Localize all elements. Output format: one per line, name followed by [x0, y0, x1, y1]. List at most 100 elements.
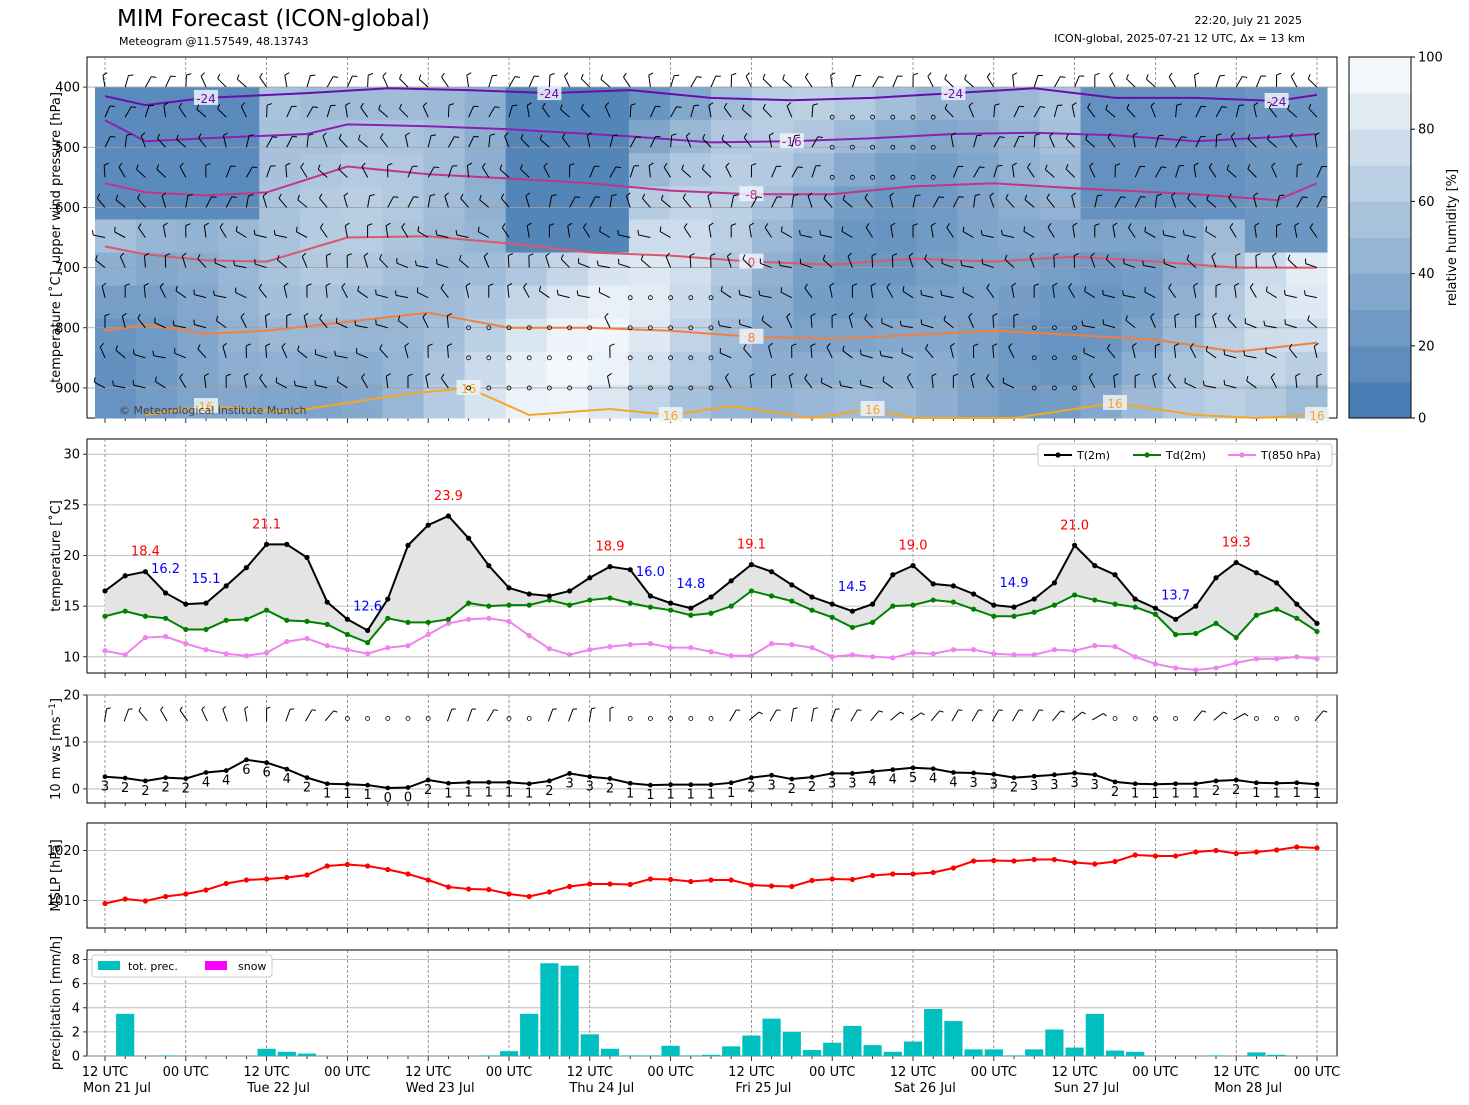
- wind-barb-flag: [879, 350, 882, 356]
- wind-barb: [1154, 166, 1162, 178]
- wind-barb: [1211, 256, 1217, 268]
- wind-speed-point: [850, 771, 855, 776]
- wind-barb: [1033, 75, 1039, 88]
- humidity-cell: [916, 384, 958, 419]
- wind-barb: [739, 294, 752, 299]
- series-point: [466, 600, 472, 606]
- wind-barb: [1103, 294, 1116, 299]
- series-point: [526, 602, 532, 608]
- wind-speed-point: [930, 766, 936, 772]
- wind-speed-label: 1: [444, 786, 452, 801]
- wind-speed-label: 2: [141, 784, 149, 799]
- calm-circle: [668, 325, 673, 331]
- wind-barb-flag: [757, 196, 763, 198]
- wind-barb: [791, 195, 795, 208]
- wind-barb: [750, 196, 758, 208]
- wind-barb: [1296, 165, 1298, 178]
- wind-barb: [762, 108, 772, 118]
- wind-barb: [743, 137, 752, 148]
- wind-barb: [1247, 168, 1257, 178]
- wind-speed-label: 3: [1050, 778, 1058, 793]
- wind-barb: [848, 316, 853, 328]
- wind-barb-flag: [913, 72, 919, 76]
- wind-barb-flag: [1094, 223, 1100, 226]
- wind-barb: [1082, 325, 1095, 329]
- wind-barb: [1123, 294, 1136, 299]
- series-point: [324, 599, 330, 605]
- wind-barb: [1184, 382, 1197, 389]
- wind-speed-label: 1: [505, 785, 513, 800]
- series-point: [102, 648, 108, 654]
- mslp-point: [627, 881, 633, 888]
- mslp-point: [506, 891, 512, 897]
- wind-barb-flag: [245, 343, 251, 347]
- humidity-cell: [752, 351, 794, 386]
- calm-circle: [850, 114, 855, 120]
- wind-barb-flag: [318, 193, 323, 199]
- calm-circle: [910, 114, 916, 120]
- wind-barb: [240, 106, 247, 118]
- humidity-cell: [1203, 252, 1246, 287]
- wind-barb: [609, 195, 613, 208]
- wind-barb-flag: [1023, 226, 1026, 232]
- wind-barb: [580, 78, 591, 88]
- humidity-cell: [382, 186, 425, 220]
- wind-barb-flag: [1039, 709, 1044, 711]
- isotherm-label: 16: [663, 409, 678, 423]
- legend-label: Td(2m): [1165, 449, 1206, 462]
- wind-barb: [886, 287, 894, 298]
- calm-circle: [1052, 385, 1057, 391]
- wind-barb: [178, 106, 187, 118]
- wind-barb-flag: [1211, 252, 1216, 257]
- colorbar-step: [1349, 201, 1411, 238]
- wind-barb-flag: [1150, 102, 1155, 107]
- wind-barb-flag: [99, 342, 105, 348]
- wind-barb-flag: [640, 254, 644, 260]
- wind-barb-flag: [301, 252, 307, 257]
- wind-barb: [344, 225, 348, 238]
- wind-barb-flag: [939, 710, 944, 713]
- humidity-cell: [136, 153, 178, 187]
- series-point: [870, 619, 876, 625]
- wind-barb: [525, 195, 530, 208]
- humidity-cell: [95, 318, 137, 353]
- humidity-cell: [136, 120, 178, 154]
- wind-barb-flag: [1012, 162, 1018, 166]
- wind-barb: [1189, 346, 1197, 359]
- humidity-cell: [464, 351, 507, 386]
- wind-barb-flag: [1005, 193, 1009, 199]
- wind-barb: [376, 324, 388, 329]
- precip-bar: [802, 1049, 822, 1056]
- wind-barb: [548, 195, 553, 208]
- wind-barb-flag: [1303, 290, 1306, 296]
- humidity-cell: [1244, 285, 1287, 320]
- wind-barb-flag: [768, 342, 773, 347]
- wind-barb-flag: [1189, 343, 1194, 348]
- isotherm-label-bg: [1305, 406, 1329, 422]
- wind-barb: [1287, 109, 1298, 118]
- series-point: [1011, 604, 1017, 610]
- wind-barb-flag: [1039, 106, 1046, 108]
- wind-barb: [822, 259, 833, 268]
- wind-barb-flag: [975, 193, 981, 197]
- humidity-cell: [1080, 219, 1123, 254]
- wind-barb: [659, 231, 671, 238]
- series-point: [1112, 572, 1118, 578]
- wind-barb: [203, 225, 207, 238]
- humidity-cell: [1162, 318, 1205, 353]
- wind-barb-flag: [285, 162, 291, 166]
- series-point: [567, 652, 573, 658]
- wind-speed-point: [324, 781, 330, 787]
- humidity-cell: [957, 120, 999, 154]
- wind-barb: [1186, 259, 1197, 268]
- wind-barb: [143, 285, 146, 298]
- y-tick-label: 700: [55, 261, 80, 276]
- wind-speed-label: 1: [1171, 787, 1179, 802]
- series-point: [1072, 592, 1078, 598]
- series-point: [950, 647, 957, 653]
- wind-barb-flag: [523, 282, 528, 288]
- wind-barb: [363, 255, 369, 268]
- humidity-cell: [834, 252, 876, 287]
- humidity-cell: [464, 252, 507, 287]
- series-point: [688, 612, 694, 618]
